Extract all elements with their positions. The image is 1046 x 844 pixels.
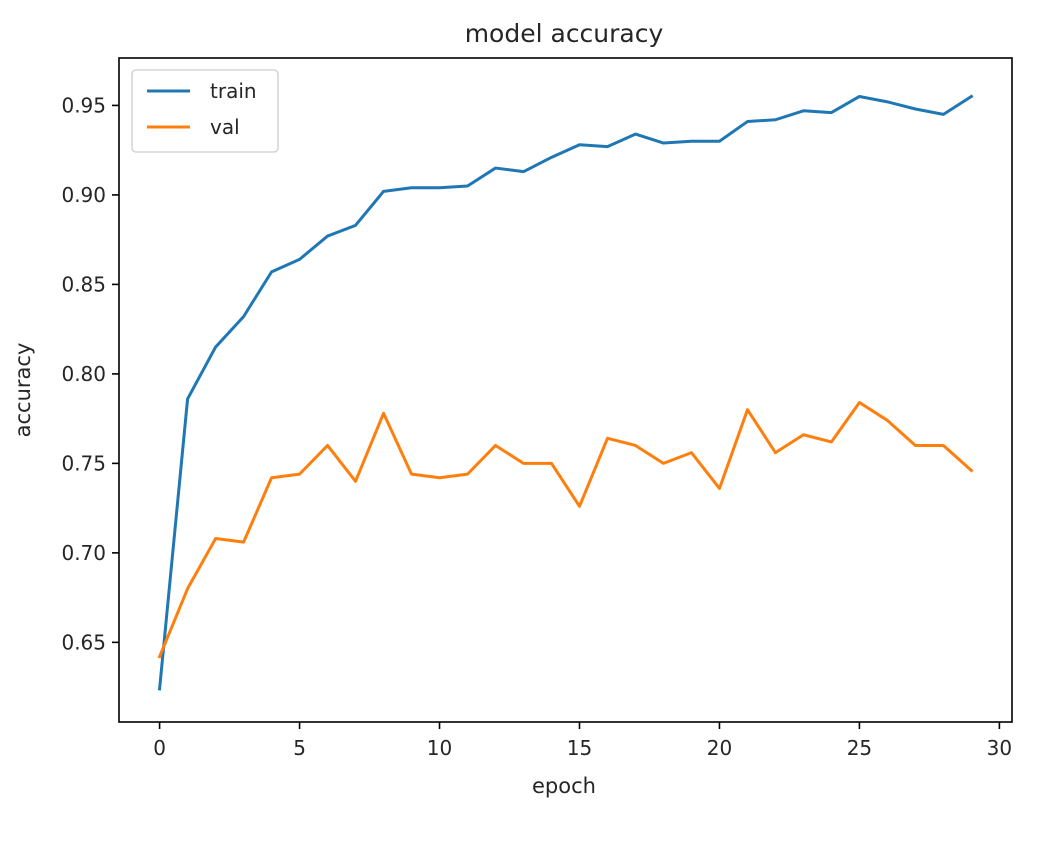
y-tick-label: 0.70 <box>61 541 106 565</box>
x-tick-label: 30 <box>987 736 1012 760</box>
axes-frame <box>118 57 1013 723</box>
x-tick-label: 5 <box>293 736 306 760</box>
y-axis-label: accuracy <box>11 343 35 438</box>
y-tick-label: 0.75 <box>61 451 106 475</box>
plot-area: 0 5 10 15 20 25 30 0.65 0.70 0.75 0.80 0.85 0.90 0.95… <box>61 57 1013 760</box>
x-axis-label: epoch <box>532 774 596 798</box>
x-tick-label: 25 <box>847 736 872 760</box>
legend-label-train: train <box>210 79 257 103</box>
x-tick-label: 15 <box>567 736 592 760</box>
y-tick-label: 0.65 <box>61 630 106 654</box>
x-tick-label: 10 <box>427 736 452 760</box>
x-tick-label: 20 <box>707 736 732 760</box>
x-tick-label: 0 <box>153 736 166 760</box>
y-tick-label: 0.85 <box>61 272 106 296</box>
y-tick-label: 0.90 <box>61 183 106 207</box>
chart-title: model accuracy <box>465 19 664 48</box>
series-line-val <box>157 401 974 659</box>
y-tick-label: 0.95 <box>61 93 106 117</box>
series-line-train <box>157 94 974 691</box>
legend-label-val: val <box>210 115 240 139</box>
y-tick-label: 0.80 <box>61 362 106 386</box>
